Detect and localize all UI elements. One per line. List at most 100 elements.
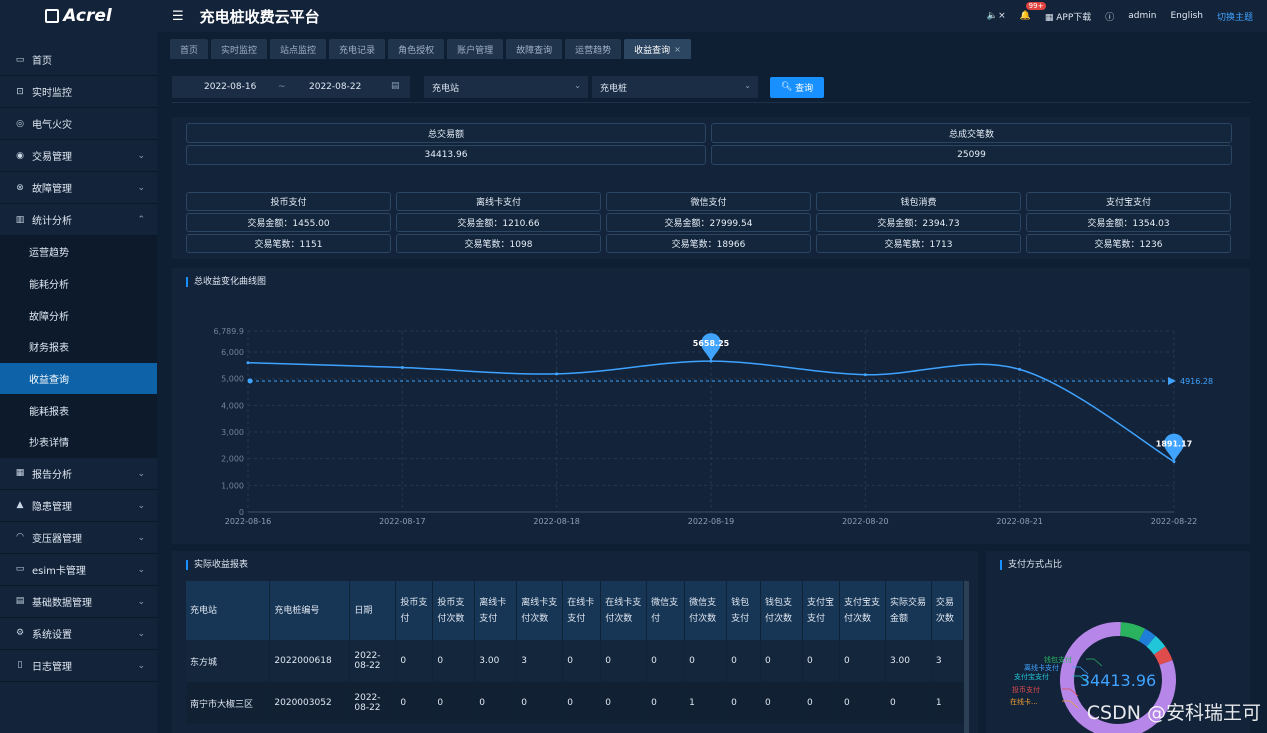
notification-badge: 99+ (1025, 2, 1047, 10)
tab-4[interactable]: 角色授权 (388, 39, 445, 59)
tab-1[interactable]: 实时监控 (211, 39, 268, 59)
donut-legend-label: 离线卡支付 (1024, 663, 1059, 672)
tab-0[interactable]: 首页 (170, 39, 209, 59)
query-button[interactable]: 🔍︎ 查询 (770, 76, 824, 98)
table-cell: 0 (839, 640, 886, 682)
table-cell: 0 (600, 682, 648, 724)
sidebar-item-2[interactable]: ◎ 电气火灾 (0, 108, 157, 140)
table-row[interactable]: 东方城 2022000618 2022-08-22 0 0 3.00 3 0 0 0 0 0 0 0 0 3.… (186, 640, 964, 682)
x-tick-label: 2022-08-18 (533, 517, 580, 526)
date-start[interactable]: 2022-08-16 (204, 82, 257, 92)
sidebar-bottom-item-2[interactable]: ◠ 变压器管理 ⌄ (0, 522, 157, 554)
date-end[interactable]: 2022-08-22 (309, 82, 362, 92)
donut-slice[interactable] (1138, 628, 1156, 647)
y-tick-label: 6,789.9 (213, 327, 244, 336)
payment-name: 离线卡支付 (396, 192, 601, 211)
donut-center-value: 34413.96 (1080, 671, 1156, 690)
data-point[interactable] (400, 366, 404, 370)
sidebar-bottom-item-0[interactable]: ▦ 报告分析 ⌄ (0, 458, 157, 490)
tab-label: 角色授权 (398, 45, 435, 56)
table-scrollbar[interactable] (964, 581, 969, 733)
sidebar-item-0[interactable]: ▭ 首页 (0, 44, 157, 76)
help-icon[interactable]: ⓘ (1105, 12, 1115, 23)
menu-collapse-icon[interactable]: ☰ (172, 8, 184, 24)
language-switch[interactable]: English (1170, 11, 1203, 21)
tab-label: 站点监控 (280, 45, 317, 56)
summary-panel: 总交易额 34413.96 总成交笔数 25099 投币支付 交易金额：1455.… (172, 117, 1250, 259)
sidebar-bottom-item-3[interactable]: ▭ esim卡管理 ⌄ (0, 554, 157, 586)
tab-label: 故障查询 (516, 45, 553, 56)
sidebar-bottom-item-4[interactable]: ▤ 基础数据管理 ⌄ (0, 586, 157, 618)
transformer-icon: ◠ (16, 532, 24, 543)
table-header: 微信支付 (646, 581, 686, 640)
tab-label: 充电记录 (339, 45, 376, 56)
sidebar-item-label: 系统设置 (32, 629, 72, 641)
sidebar-item-3[interactable]: ◉ 交易管理 ⌄ (0, 140, 157, 172)
donut-slice[interactable] (1153, 646, 1173, 666)
app-download-link[interactable]: ▦ APP下载 (1044, 12, 1092, 23)
donut-slice[interactable] (1146, 635, 1166, 655)
donut-slice[interactable] (1060, 622, 1176, 733)
sidebar-subitem-6[interactable]: 抄表详情 (0, 426, 157, 458)
tab-5[interactable]: 账户管理 (447, 39, 504, 59)
report-icon: ▦ (15, 468, 25, 479)
tab-3[interactable]: 充电记录 (329, 39, 386, 59)
data-point[interactable] (1018, 367, 1022, 371)
y-tick-label: 0 (239, 508, 244, 517)
tab-8[interactable]: 收益查询 × (624, 39, 691, 59)
table-cell: 3.00 (885, 640, 932, 682)
sidebar-item-4[interactable]: ⊗ 故障管理 ⌄ (0, 172, 157, 204)
mute-icon[interactable]: 🔈× (986, 11, 1006, 21)
brand-logo: Acrel (0, 0, 157, 32)
sidebar-subitem-2[interactable]: 故障分析 (0, 299, 157, 332)
table-row[interactable]: 南宁市大椒三区 2020003052 2022-08-22 0 0 0 0 0 0 0 1 0 0 0 0 0… (186, 682, 964, 724)
table-header: 离线卡支付次数 (516, 581, 564, 640)
date-range-picker[interactable]: 2022-08-16 ~ 2022-08-22 ▤ (172, 76, 410, 98)
sidebar-bottom-item-5[interactable]: ⚙ 系统设置 ⌄ (0, 618, 157, 650)
sidebar-item-label: 统计分析 (32, 216, 72, 227)
sidebar-subitem-5[interactable]: 能耗报表 (0, 394, 157, 427)
table-cell: 1 (931, 682, 964, 724)
sidebar-bottom-item-1[interactable]: ▲ 隐患管理 ⌄ (0, 490, 157, 522)
sidebar-subitem-4[interactable]: 收益查询 (0, 362, 157, 395)
sidebar-item-label: 实时监控 (32, 88, 72, 99)
calendar-icon[interactable]: ▤ (391, 81, 400, 91)
sidebar-bottom-item-6[interactable]: ▯ 日志管理 ⌄ (0, 650, 157, 682)
table-header: 在线卡支付 (562, 581, 602, 640)
report-table-wrap[interactable]: 充电站 充电桩编号 日期 投币支付 投币支付次数 离线卡支付 离线卡支付次数 在线卡支付 在线卡… (186, 581, 964, 733)
donut-slice[interactable] (1119, 622, 1146, 642)
payment-amount: 交易金额：2394.73 (816, 213, 1021, 232)
chevron-down-icon: ⌄ (137, 468, 145, 479)
table-cell: 3 (931, 640, 964, 682)
data-point[interactable] (246, 361, 250, 365)
tab-7[interactable]: 运营趋势 (565, 39, 622, 59)
payment-count: 交易笔数：1151 (186, 234, 391, 253)
table-cell: 2022-08-22 (349, 682, 397, 724)
bell-icon[interactable]: 🔔 99+ (1020, 2, 1047, 21)
data-point[interactable] (863, 373, 867, 377)
table-cell: 东方城 (186, 640, 271, 682)
payment-name: 微信支付 (606, 192, 811, 211)
average-start-point (247, 378, 253, 384)
main-content: 2022-08-16 ~ 2022-08-22 ▤ 充电站 ⌄ 充电桩 ⌄ 🔍︎ 查… (157, 60, 1267, 733)
station-select[interactable]: 充电站 ⌄ (424, 76, 588, 98)
pile-select[interactable]: 充电桩 ⌄ (592, 76, 758, 98)
report-table: 充电站 充电桩编号 日期 投币支付 投币支付次数 离线卡支付 离线卡支付次数 在线卡支付 在线卡… (186, 581, 964, 724)
total-count-label: 总成交笔数 (711, 123, 1232, 143)
x-tick-label: 2022-08-17 (379, 517, 426, 526)
average-arrow-icon (1168, 376, 1176, 385)
max-point-label: 5658.25 (693, 339, 730, 348)
sidebar-item-1[interactable]: ⊡ 实时监控 (0, 76, 157, 108)
sidebar-subitem-3[interactable]: 财务报表 (0, 331, 157, 363)
sidebar-item-5[interactable]: ▥ 统计分析 ⌃ (0, 204, 157, 236)
data-point[interactable] (555, 372, 559, 376)
sidebar-item-label: 报告分析 (32, 469, 72, 481)
user-name[interactable]: admin (1128, 11, 1157, 21)
chevron-down-icon: ⌄ (137, 532, 145, 543)
sidebar-subitem-0[interactable]: 运营趋势 (0, 236, 157, 268)
tab-6[interactable]: 故障查询 (506, 39, 563, 59)
sidebar-subitem-1[interactable]: 能耗分析 (0, 267, 157, 300)
close-icon[interactable]: × (674, 44, 681, 54)
tab-2[interactable]: 站点监控 (270, 39, 327, 59)
theme-switch-link[interactable]: 切换主题 (1216, 12, 1253, 23)
